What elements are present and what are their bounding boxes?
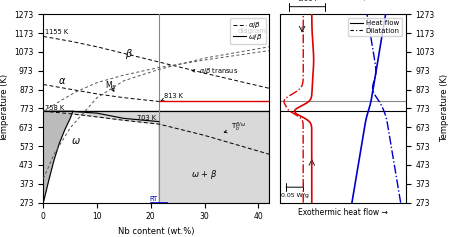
Text: $\omega$ + $\beta$: $\omega$ + $\beta$ — [191, 169, 217, 182]
Polygon shape — [43, 111, 158, 203]
Text: 1155 K: 1155 K — [45, 29, 68, 35]
Text: $\alpha$: $\alpha$ — [58, 76, 66, 86]
Y-axis label: Temperature (K): Temperature (K) — [440, 74, 449, 142]
Text: M$_S$: M$_S$ — [104, 79, 116, 92]
Text: ← dL/L₀: ← dL/L₀ — [345, 0, 373, 2]
X-axis label: Nb content (wt.%): Nb content (wt.%) — [118, 227, 194, 236]
Text: diagram: diagram — [238, 28, 266, 34]
Text: 758 K: 758 K — [45, 105, 64, 110]
Text: $\beta$: $\beta$ — [125, 47, 133, 61]
Polygon shape — [158, 122, 268, 203]
Text: 0.05 W/g: 0.05 W/g — [280, 193, 308, 198]
Text: 0.004: 0.004 — [297, 0, 317, 2]
Text: RT: RT — [149, 196, 157, 202]
X-axis label: Exothermic heat flow →: Exothermic heat flow → — [298, 208, 387, 217]
Y-axis label: Temperature (K): Temperature (K) — [0, 74, 9, 142]
Text: T$_o^{\beta/\omega}$: T$_o^{\beta/\omega}$ — [224, 121, 246, 134]
Text: 813 K: 813 K — [161, 93, 183, 101]
Text: $\omega$: $\omega$ — [71, 136, 80, 146]
Polygon shape — [43, 111, 268, 154]
Text: 703 K: 703 K — [137, 115, 156, 121]
Legend: Heat flow, Dilatation: Heat flow, Dilatation — [347, 18, 401, 36]
Legend: $\alpha$/$\beta$, $\omega$/$\beta$: $\alpha$/$\beta$, $\omega$/$\beta$ — [230, 18, 265, 44]
Text: $\alpha$/$\beta$ transus: $\alpha$/$\beta$ transus — [192, 66, 238, 76]
